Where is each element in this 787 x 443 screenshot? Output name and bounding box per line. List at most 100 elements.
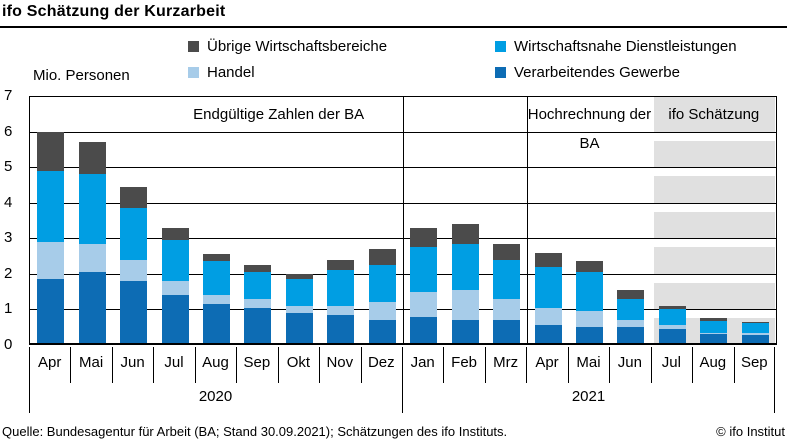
- month-label-dez-8: Dez: [367, 354, 395, 371]
- bar-segment-apr-0: [37, 170, 65, 242]
- legend-label: Übrige Wirtschaftsbereiche: [207, 37, 388, 55]
- y-tick-label: 0: [4, 336, 13, 353]
- bar-segment-jun-2: [120, 208, 148, 260]
- bar-segment-mai-1: [78, 272, 106, 345]
- section-label-endgueltige-zahlen-ba: Endgültige Zahlen der BA: [193, 106, 365, 123]
- bar-segment-sep-17: [741, 323, 769, 334]
- bar-segment-aug-16: [700, 321, 728, 333]
- month-divider: [153, 347, 155, 383]
- bar-segment-nov-7: [327, 270, 355, 306]
- ifo-section-background: [653, 97, 775, 132]
- bar-segment-mai-13: [576, 261, 603, 273]
- month-label-jan-9: Jan: [410, 354, 435, 371]
- bar-segment-sep-5: [244, 272, 272, 299]
- month-label-jun-14: Jun: [617, 354, 642, 371]
- month-label-nov-7: Nov: [326, 354, 354, 371]
- y-tick-label: 5: [4, 158, 13, 176]
- bar-segment-mrz-11: [493, 298, 521, 321]
- month-divider: [733, 347, 735, 383]
- month-label-aug-4: Aug: [202, 354, 229, 371]
- bar-segment-aug-4: [203, 304, 230, 345]
- month-label-sep-5: Sep: [243, 354, 271, 371]
- bar-segment-aug-16: [700, 334, 728, 345]
- bar-segment-feb-10: [451, 243, 479, 290]
- y-tick-label: 1: [4, 300, 13, 318]
- bar-segment-jul-15: [658, 325, 686, 329]
- bar-segment-mrz-11: [493, 243, 521, 260]
- section-label-hochrechnung-ba: Hochrechnung der BA: [527, 106, 652, 152]
- year-frame-divider: [29, 347, 30, 413]
- legend-label: Wirtschaftsnahe Dienstleistungen: [514, 37, 737, 55]
- month-divider: [111, 347, 113, 383]
- month-label-apr-12: Apr: [535, 354, 559, 371]
- source-note: Quelle: Bundesagentur für Arbeit (BA; St…: [2, 424, 508, 439]
- month-divider: [236, 347, 238, 383]
- month-label-feb-10: Feb: [451, 354, 478, 371]
- bar-segment-mai-13: [576, 327, 603, 345]
- bar-segment-jun-14: [617, 298, 645, 321]
- month-divider: [277, 347, 279, 383]
- legend-item-uebrige-wirtschaftsbereiche: Übrige Wirtschaftsbereiche: [188, 37, 388, 55]
- y-tick-label: 3: [4, 229, 13, 247]
- bar-segment-sep-5: [244, 307, 272, 345]
- y-tick-label: 6: [4, 122, 13, 140]
- bar-segment-aug-16: [700, 332, 728, 335]
- bar-segment-apr-12: [534, 252, 562, 267]
- bar-segment-jan-9: [410, 291, 438, 317]
- section-divider-line: [403, 96, 404, 345]
- year-frame-divider: [402, 347, 403, 413]
- bar-segment-dez-8: [368, 302, 396, 321]
- section-divider-line: [527, 96, 529, 345]
- month-divider: [484, 347, 486, 383]
- title-rule: [0, 26, 787, 28]
- bar-segment-jun-2: [120, 281, 148, 345]
- bar-segment-jul-15: [658, 305, 686, 310]
- bar-segment-mai-13: [576, 311, 603, 328]
- x-axis-area: Apr Mai Jun Jul Aug Sep Okt Nov Dez Jan Feb Mrz Apr M…: [29, 347, 775, 413]
- ifo-section-background: [653, 211, 775, 239]
- bar-segment-mai-1: [78, 142, 106, 175]
- bar-segment-nov-7: [327, 259, 355, 271]
- legend-item-handel: Handel: [188, 64, 255, 81]
- bar-segment-jan-9: [410, 227, 438, 248]
- legend-item-wirtschaftsnahe-dienstleistungen: Wirtschaftsnahe Dienstleistungen: [495, 37, 737, 55]
- month-divider: [194, 347, 196, 383]
- bar-segment-sep-5: [244, 298, 272, 308]
- month-label-mrz-11: Mrz: [493, 354, 519, 371]
- month-label-apr-0: Apr: [38, 354, 62, 371]
- y-tick-label: 7: [4, 87, 13, 104]
- legend-swatch-uebrige-icon: [188, 40, 199, 52]
- month-divider: [692, 347, 694, 383]
- month-label-sep-17: Sep: [740, 354, 768, 371]
- bar-segment-mrz-11: [493, 320, 521, 345]
- bar-segment-jun-2: [120, 186, 148, 209]
- month-label-mai-13: Mai: [576, 354, 601, 371]
- month-label-mai-1: Mai: [79, 354, 104, 371]
- ifo-section-background: [653, 282, 775, 310]
- section-label-ifo-schaetzung: ifo Schätzung: [668, 106, 760, 123]
- legend-swatch-dienstleistungen-icon: [495, 40, 506, 52]
- bar-segment-okt-6: [285, 305, 313, 313]
- bar-segment-aug-4: [203, 261, 230, 296]
- year-label-2020: 2020: [198, 388, 233, 405]
- ifo-section-background: [653, 247, 775, 274]
- bar-segment-jul-15: [658, 329, 686, 345]
- plot-area: Endgültige Zahlen der BA Hochrechnung der…: [29, 96, 777, 345]
- legend-item-verarbeitendes-gewerbe: Verarbeitendes Gewerbe: [495, 64, 680, 81]
- bar-segment-sep-17: [741, 321, 769, 324]
- bar-segment-feb-10: [451, 320, 479, 345]
- bar-segment-mai-13: [576, 272, 603, 312]
- x-axis-line: [30, 343, 776, 345]
- month-divider: [70, 347, 72, 383]
- month-divider: [360, 347, 362, 383]
- bar-segment-dez-8: [368, 320, 396, 345]
- bar-segment-jan-9: [410, 247, 438, 292]
- bar-segment-sep-5: [244, 265, 272, 273]
- bar-segment-apr-0: [37, 241, 65, 280]
- bar-segment-feb-10: [451, 289, 479, 321]
- month-divider: [567, 347, 569, 383]
- bar-segment-jun-14: [617, 320, 645, 328]
- bar-segment-jan-9: [410, 316, 438, 345]
- bar-segment-feb-10: [451, 224, 479, 244]
